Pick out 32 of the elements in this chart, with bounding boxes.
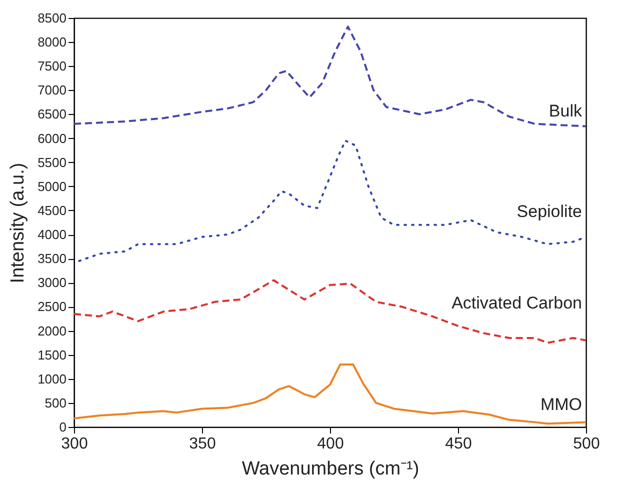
y-tick-label: 500 [44,395,66,410]
y-tick-label: 0 [59,420,66,434]
x-tick-label: 400 [317,436,344,452]
x-tick-label: 450 [445,436,472,452]
y-tick-label: 1500 [38,347,66,362]
y-tick-label: 4000 [38,227,66,242]
series-label: Sepiolite [516,202,582,221]
x-tick-label: 300 [61,436,88,452]
x-tick-label: 500 [573,436,600,452]
y-tick-label: 7500 [38,58,66,74]
y-tick-label: 8500 [38,10,66,26]
series-label: Activated Carbon [452,293,582,312]
series-label: Bulk [548,101,582,120]
line-series [74,26,586,128]
y-axis-title: Intensity (a.u.) [8,162,29,284]
y-tick-label: 1000 [38,371,66,386]
y-tick-label: 2500 [38,299,66,314]
x-axis-title: Wavenumbers (cm⁻¹) [242,458,420,480]
y-tick-label: 3000 [38,275,66,290]
y-tick-label: 3500 [38,251,66,266]
y-tick-label: 5000 [38,178,66,194]
y-tick-label: 2000 [38,323,66,338]
y-tick-label: 8000 [38,34,66,50]
y-tick-label: 5500 [38,154,66,170]
line-series [74,363,586,425]
series-label: MMO [540,395,582,414]
y-tick-label: 7000 [38,82,66,98]
line-series [74,279,586,344]
x-tick-label: 350 [189,436,216,452]
y-tick-label: 6000 [38,130,66,146]
y-tick-label: 6500 [38,106,66,122]
y-tick-label: 4500 [38,202,66,218]
